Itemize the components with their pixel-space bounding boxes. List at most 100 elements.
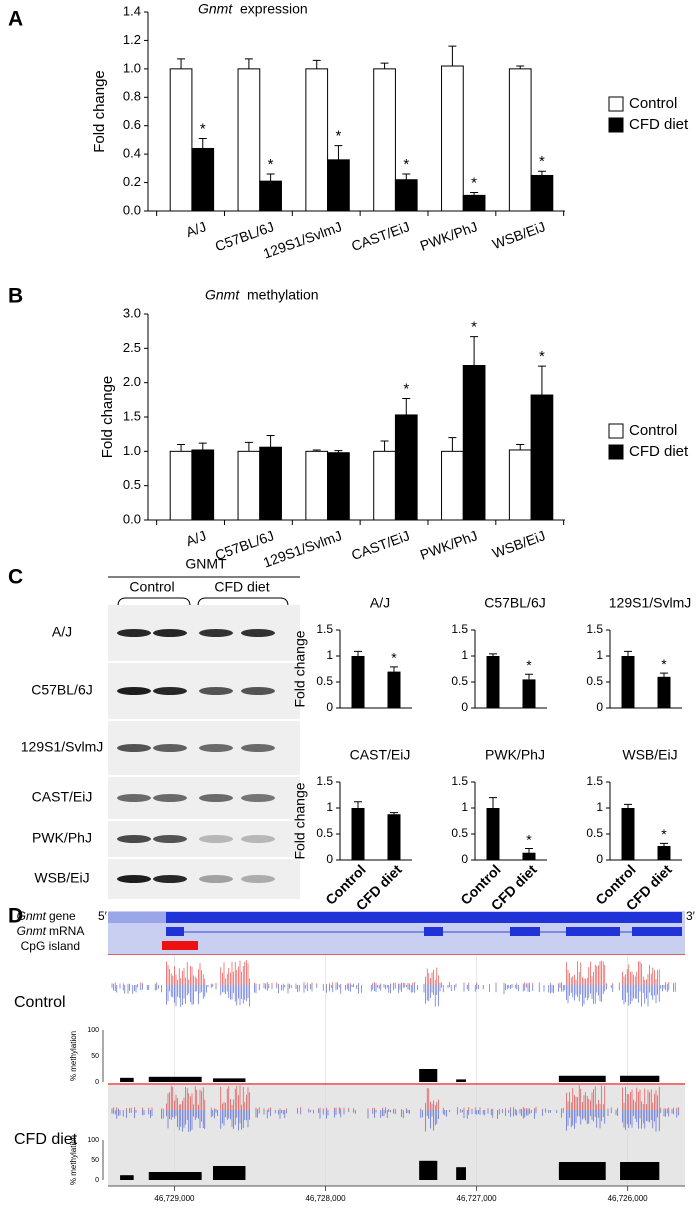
chart-title-gene: Gnmt xyxy=(205,287,240,303)
bar xyxy=(387,814,401,860)
legend-label: CFD diet xyxy=(629,443,689,460)
bar xyxy=(657,676,671,708)
legend-label: Control xyxy=(629,422,677,439)
y-tick-label: 3.0 xyxy=(123,305,141,320)
error-bar xyxy=(402,397,411,415)
blot-row-label: PWK/PhJ xyxy=(32,830,92,846)
significance-star: * xyxy=(526,657,532,673)
error-bar xyxy=(380,440,389,452)
bar xyxy=(441,450,464,521)
significance-star: * xyxy=(539,348,545,365)
y-tick-label: 1 xyxy=(461,648,468,662)
legend-swatch xyxy=(608,96,624,112)
x-tick-label: PWK/PhJ xyxy=(418,218,480,254)
error-bar xyxy=(334,450,343,453)
x-tick-label: CAST/EiJ xyxy=(349,218,411,254)
error-bar xyxy=(177,443,186,452)
error-bar xyxy=(244,441,253,452)
mrna-label: Gnmt xyxy=(17,924,47,938)
error-bar xyxy=(660,842,668,846)
chart-title: WSB/EiJ xyxy=(622,747,677,763)
x-tick-label: 46,729,000 xyxy=(154,1194,195,1203)
y-tick-label: 1.5 xyxy=(586,774,603,788)
chart-title: PWK/PhJ xyxy=(485,747,545,763)
error-bar xyxy=(448,437,457,452)
significance-star: * xyxy=(391,650,397,666)
strand-3: 3′ xyxy=(686,909,696,923)
error-bar xyxy=(448,45,457,67)
bar xyxy=(486,808,500,860)
chart-title: CAST/EiJ xyxy=(350,747,411,763)
x-tick-label: A/J xyxy=(184,218,208,240)
y-tick-label: 0 xyxy=(326,700,333,714)
strand-5: 5′ xyxy=(98,909,108,923)
y-tick-label: 1 xyxy=(461,800,468,814)
y-tick-label: 1.4 xyxy=(123,3,141,18)
error-bar xyxy=(334,145,343,160)
y-tick-label: 0.5 xyxy=(316,826,333,840)
methylation-bar xyxy=(419,1069,438,1082)
chart-title: C57BL/6J xyxy=(484,595,545,611)
y-tick-label: 1 xyxy=(326,800,333,814)
error-bar xyxy=(660,672,668,677)
y-tick-label: 1.0 xyxy=(123,60,141,75)
cpg-island xyxy=(162,941,198,950)
chart-title: 129S1/SvlmJ xyxy=(609,595,691,611)
blot-group: Control xyxy=(129,579,174,595)
y-axis-label: Fold change xyxy=(292,630,308,707)
y-tick-label: 0.5 xyxy=(586,826,603,840)
bar xyxy=(621,808,635,860)
panel-letter: C xyxy=(8,566,23,589)
mrna-exon xyxy=(166,927,184,936)
chart-title: A/J xyxy=(370,595,390,611)
x-tick-label: 46,727,000 xyxy=(457,1194,498,1203)
y-tick-label: 1.0 xyxy=(123,443,141,458)
blot-band xyxy=(153,875,187,883)
y-tick-label: 0 xyxy=(326,852,333,866)
blot-band xyxy=(241,875,275,883)
y-tick-label: 50 xyxy=(91,1157,99,1164)
bracket xyxy=(197,597,289,607)
bar xyxy=(237,450,261,521)
significance-star: * xyxy=(268,156,274,173)
blot-band xyxy=(153,687,187,695)
bar xyxy=(394,414,418,521)
blot-band xyxy=(117,744,151,752)
blot-band xyxy=(241,744,275,752)
x-tick-label: WSB/EiJ xyxy=(490,218,547,252)
blot-band xyxy=(153,744,187,752)
bar xyxy=(373,450,396,521)
methylation-bar xyxy=(456,1167,466,1180)
bar xyxy=(191,449,215,521)
x-tick-label: CAST/EiJ xyxy=(349,527,411,563)
blot-band xyxy=(241,687,275,695)
legend-label: Control xyxy=(629,95,677,112)
error-bar xyxy=(537,170,546,176)
bar xyxy=(259,180,282,212)
methylation-bar xyxy=(558,1075,606,1082)
significance-star: * xyxy=(526,831,532,847)
blot-band xyxy=(199,875,233,883)
bar xyxy=(327,159,350,212)
error-bar xyxy=(489,653,497,656)
error-bar xyxy=(516,65,525,69)
chart-title: expression xyxy=(240,1,308,17)
mrna-exon xyxy=(566,927,620,936)
bar xyxy=(327,452,350,521)
y-tick-label: 0 xyxy=(95,1177,99,1184)
y-tick-label: 0 xyxy=(596,852,603,866)
x-tick-label: 129S1/SvlmJ xyxy=(261,218,344,261)
y-tick-label: 0.4 xyxy=(123,146,141,161)
bar xyxy=(351,656,365,708)
significance-star: * xyxy=(200,120,206,137)
blot-row-label: C57BL/6J xyxy=(31,682,92,698)
y-axis-label: % methylation xyxy=(69,1135,78,1185)
blot-band xyxy=(117,835,151,843)
blot-band xyxy=(241,835,275,843)
x-tick-label: A/J xyxy=(184,527,208,549)
y-tick-label: 1.2 xyxy=(123,32,141,47)
bar xyxy=(305,450,329,521)
cpg-label: CpG island xyxy=(21,939,80,953)
error-bar xyxy=(380,62,389,69)
blot-band xyxy=(199,744,233,752)
